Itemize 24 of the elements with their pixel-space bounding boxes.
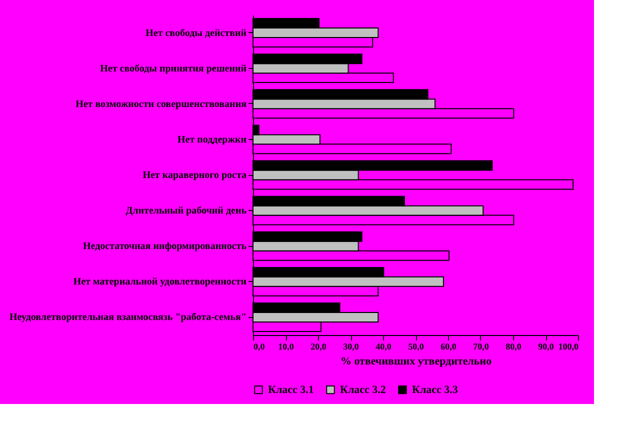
x-tick-label: 10,0: [278, 342, 294, 352]
y-tick-label: Нет караверного роста: [142, 170, 246, 181]
x-tick-label: 20,0: [310, 342, 327, 352]
y-tick-label: Нет возможности совершенствования: [76, 98, 248, 110]
x-tick-label: 50,0: [408, 342, 424, 352]
x-tick-label: 0,0: [254, 342, 266, 352]
x-tick-label: 80,0: [506, 342, 522, 352]
x-tick-label: 60,0: [440, 342, 457, 352]
legend-label: Класс 3.3: [412, 384, 458, 396]
x-tick-label: 30,0: [343, 342, 360, 352]
y-tick-label: Длительный рабочий день: [126, 206, 248, 217]
y-tick-label: Нет поддержки: [178, 134, 247, 146]
x-tick-label: 100,0: [558, 342, 579, 352]
y-tick-label: Неудовлетворительная взаимосвязь "работа-семья": [9, 312, 246, 324]
y-tick-label: Недостаточная информированность: [83, 241, 248, 252]
legend-label: Класс 3.2: [340, 384, 386, 396]
y-tick-label: Нет материальной удовлетворенности: [73, 276, 247, 288]
x-axis-title: % отвечивших утвердительно: [340, 356, 492, 368]
legend-label: Класс 3.1: [268, 384, 314, 396]
x-tick-label: 70,0: [473, 342, 490, 352]
y-tick-label: Нет свободы принятия решений: [100, 63, 247, 74]
x-tick-label: 90,0: [538, 342, 554, 352]
x-tick-label: 40,0: [376, 342, 392, 352]
y-tick-label: Нет свободы действий: [146, 28, 247, 39]
